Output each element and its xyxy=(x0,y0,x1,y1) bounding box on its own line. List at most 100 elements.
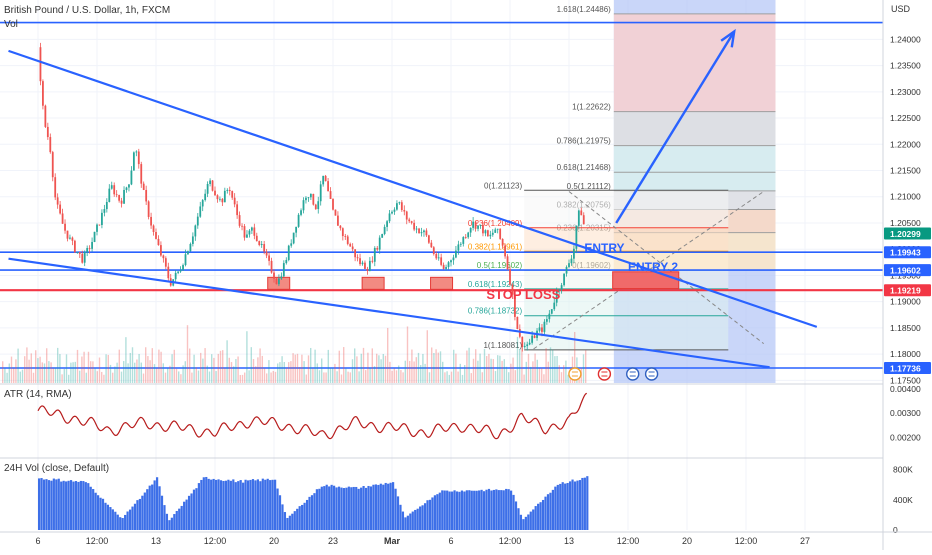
pvol-bar xyxy=(478,490,481,530)
pvol-bar xyxy=(249,479,252,530)
pvol-bars xyxy=(38,476,589,530)
pvol-bar xyxy=(507,489,510,530)
pvol-bar xyxy=(315,489,318,530)
pvol-bar xyxy=(256,479,259,530)
volume-bar xyxy=(160,351,162,383)
candle-body xyxy=(364,262,366,269)
candle-body xyxy=(420,232,423,234)
candle-body xyxy=(354,249,357,258)
pvol-bar xyxy=(350,487,353,530)
pvol-bar xyxy=(202,477,205,530)
volume-bar xyxy=(235,359,237,383)
pvol-bar xyxy=(296,508,299,530)
pvol-bar xyxy=(131,506,134,530)
pvol-bar xyxy=(428,499,432,530)
pvol-bar xyxy=(291,513,294,530)
pvol-bar xyxy=(180,505,183,530)
volume-bar xyxy=(257,357,259,383)
x-tick-label: 12:00 xyxy=(204,536,227,546)
pvol-bar xyxy=(178,508,181,530)
atr-line xyxy=(37,392,588,440)
volume-bar xyxy=(8,363,10,383)
volume-bar xyxy=(43,363,46,383)
candle-body xyxy=(238,215,241,226)
volume-bar xyxy=(420,365,422,383)
volume-bar xyxy=(136,359,138,383)
candle-body xyxy=(499,228,502,239)
volume-bar xyxy=(409,360,411,383)
volume-bar xyxy=(21,369,24,383)
y-tick-label: 1.23500 xyxy=(890,61,921,71)
pvol-bar xyxy=(69,480,73,530)
volume-bar xyxy=(503,359,505,383)
volume-bar xyxy=(338,350,340,383)
candle-body xyxy=(482,224,484,234)
pvol-bar xyxy=(246,480,250,530)
volume-bar xyxy=(72,362,74,383)
pvol-bar xyxy=(458,491,461,530)
volume-bar xyxy=(439,351,442,383)
dashed-projection xyxy=(533,191,764,350)
volume-bar xyxy=(153,364,156,383)
pvol-bar xyxy=(426,500,429,530)
vol-label: Vol xyxy=(4,19,18,30)
volume-bar xyxy=(481,372,483,383)
volume-bar xyxy=(316,363,318,383)
volume-bar xyxy=(574,331,576,383)
pvol-bar xyxy=(423,503,427,530)
candle-body xyxy=(447,262,450,268)
volume-bar xyxy=(213,357,215,383)
volume-bar xyxy=(472,358,475,383)
volume-bar xyxy=(360,353,362,383)
candle-body xyxy=(152,225,155,233)
volume-bar xyxy=(140,362,142,383)
candle-body xyxy=(44,105,47,127)
candle-body xyxy=(445,267,447,269)
x-tick-label: 6 xyxy=(35,536,40,546)
entry2-box xyxy=(612,271,680,290)
atr-label: ATR (14, RMA) xyxy=(4,389,72,400)
lower-trendline xyxy=(8,257,770,369)
pvol-bar xyxy=(212,478,215,530)
candle-body xyxy=(479,224,482,226)
pvol-bar xyxy=(84,482,87,530)
volume-bar xyxy=(4,368,6,383)
volume-bar xyxy=(57,347,59,383)
pvol-bar xyxy=(571,479,574,530)
pvol-bar xyxy=(514,501,518,530)
candle-body xyxy=(137,151,140,165)
candle-body xyxy=(400,202,403,211)
symbol-title: British Pound / U.S. Dollar, 1h, FXCM xyxy=(4,5,171,16)
volume-bar xyxy=(547,361,549,383)
pvol-bar xyxy=(281,504,284,530)
pvol-bar xyxy=(217,479,220,530)
pvol-bar xyxy=(158,486,161,530)
y-tick-label: 1.20500 xyxy=(890,218,921,228)
volume-bar xyxy=(417,352,420,383)
x-tick-label: 20 xyxy=(682,536,692,546)
pvol-bar xyxy=(109,507,112,530)
pvol-bar xyxy=(446,490,449,530)
volume-bar xyxy=(26,347,28,383)
pvol-bar xyxy=(384,482,387,530)
candle-body xyxy=(312,193,315,205)
candle-body xyxy=(263,244,266,252)
candle-body xyxy=(373,247,376,262)
volume-bar xyxy=(261,355,263,383)
candle-body xyxy=(455,250,457,258)
candle-body xyxy=(521,336,524,347)
candle-body xyxy=(457,244,460,251)
x-tick-label: 13 xyxy=(151,536,161,546)
candle-body xyxy=(59,204,62,214)
pvol-bar xyxy=(340,487,343,530)
pvol-bar xyxy=(510,490,513,530)
pvol-bar xyxy=(269,480,272,530)
volume-bar xyxy=(349,372,351,383)
pvol-bar xyxy=(106,504,110,530)
candle-body xyxy=(432,247,435,254)
volume-bar xyxy=(527,353,530,383)
candle-body xyxy=(368,260,371,271)
volume-bar xyxy=(134,362,136,383)
volume-bar xyxy=(347,371,349,383)
volume-bar xyxy=(186,325,189,383)
